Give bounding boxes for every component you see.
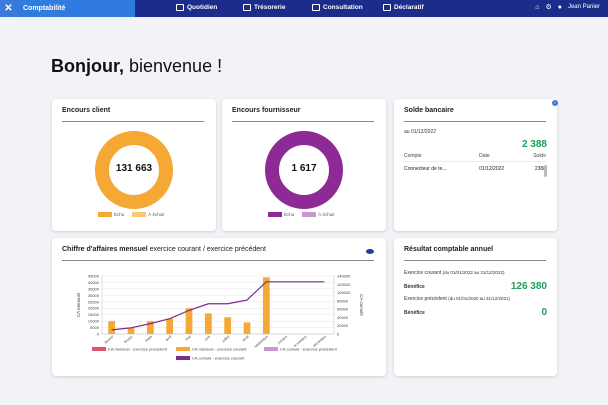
x-tick-label: février xyxy=(123,334,134,344)
x-tick-label: août xyxy=(242,335,250,343)
money-icon xyxy=(243,4,251,11)
card-encours-client: Encours client 131 663 Échu À échoir xyxy=(52,99,216,231)
y2-tick-label: 0 xyxy=(337,332,340,337)
card-chart: Chiffre d'affaires mensuel exercice cour… xyxy=(52,238,386,376)
y-tick-label: 40000 xyxy=(88,280,100,285)
card-title: Résultat comptable annuel xyxy=(404,246,494,253)
card-encours-fournisseur: Encours fournisseur 1 617 Échu À échoir xyxy=(222,99,386,231)
card-resultat: Résultat comptable annuel Exercice coura… xyxy=(394,238,557,376)
y-tick-label: 10000 xyxy=(88,319,100,324)
x-tick-label: juin xyxy=(203,335,211,342)
user-name[interactable]: Jean Panier xyxy=(567,4,600,10)
legend-label: CA cumulé - exercice précédent xyxy=(280,347,338,352)
gear-icon[interactable]: ⚙ xyxy=(545,4,552,11)
nav-declaratif[interactable]: Déclaratif xyxy=(383,4,424,11)
y2-tick-label: 60000 xyxy=(337,307,349,312)
current-kind: Bénéfice xyxy=(404,284,425,290)
donut-ring xyxy=(95,131,173,209)
x-tick-label: avril xyxy=(165,335,173,342)
app-logo-icon[interactable]: ✕ xyxy=(0,0,17,17)
top-bar: ✕ Comptabilité Quotidien Trésorerie Cons… xyxy=(0,0,608,17)
chart-title: Chiffre d'affaires mensuel exercice cour… xyxy=(62,246,266,253)
nav-quotidien[interactable]: Quotidien xyxy=(176,4,217,11)
bank-table: Compte Date Solde Connecteur de te... 01… xyxy=(404,151,546,176)
series-line-cumul xyxy=(111,281,325,331)
home-icon[interactable]: ⌂ xyxy=(535,3,540,11)
bar xyxy=(204,313,212,334)
prev-kind: Bénéfice xyxy=(404,310,425,316)
bar xyxy=(127,327,135,334)
calendar-icon xyxy=(176,4,184,11)
legend-swatch xyxy=(92,347,106,351)
y2-tick-label: 120000 xyxy=(337,282,351,287)
folder-icon xyxy=(312,4,320,11)
solde-total: 2 388 xyxy=(521,139,547,150)
y-tick-label: 35000 xyxy=(88,286,100,291)
legend-swatch xyxy=(176,347,190,351)
bar xyxy=(166,318,174,334)
monthly-revenue-chart: 0500010000150002000025000300003500040000… xyxy=(76,274,364,361)
current-value: 126 380 xyxy=(510,281,547,292)
x-tick-label: juillet xyxy=(221,335,231,344)
bar xyxy=(262,277,270,334)
card-solde-bancaire: Solde bancaire i au 01/12/2022 2 388 Com… xyxy=(394,99,558,231)
eye-icon[interactable] xyxy=(366,249,374,254)
table-scrollbar[interactable] xyxy=(544,165,547,177)
card-title: Solde bancaire xyxy=(404,107,454,114)
x-tick-label: septembre xyxy=(253,335,269,349)
info-icon[interactable]: i xyxy=(552,100,558,106)
bar xyxy=(108,321,116,334)
card-title: Encours client xyxy=(62,107,111,114)
legend: Échu À échoir xyxy=(98,212,165,218)
bar xyxy=(185,308,193,334)
legend-label: CA mensuel - exercice précédent xyxy=(108,347,168,352)
table-row[interactable]: Connecteur de te... 01/12/2022 2388 xyxy=(404,161,546,176)
y2-tick-label: 40000 xyxy=(337,315,349,320)
solde-date: au 01/12/2022 xyxy=(404,129,436,135)
legend: Échu À échoir xyxy=(268,212,335,218)
donut-value: 1 617 xyxy=(291,163,317,174)
y2-tick-label: 80000 xyxy=(337,298,349,303)
nav-tresorerie[interactable]: Trésorerie xyxy=(243,4,285,11)
app-name[interactable]: Comptabilité xyxy=(17,0,135,17)
y-tick-label: 20000 xyxy=(88,306,100,311)
donut-ring xyxy=(265,131,343,209)
y2-tick-label: 20000 xyxy=(337,323,349,328)
document-icon xyxy=(383,4,391,11)
y-tick-label: 45000 xyxy=(88,274,100,279)
y2-tick-label: 140000 xyxy=(337,274,351,279)
y2-tick-label: 100000 xyxy=(337,290,351,295)
donut-chart-client xyxy=(95,131,173,209)
x-tick-label: mai xyxy=(185,335,192,342)
y-tick-label: 25000 xyxy=(88,299,100,304)
x-tick-label: janvier xyxy=(103,334,115,345)
y-axis-label: CA mensuel xyxy=(76,293,81,317)
y-tick-label: 5000 xyxy=(90,325,100,330)
y-tick-label: 0 xyxy=(97,332,100,337)
donut-value: 131 663 xyxy=(115,163,153,174)
bar xyxy=(224,317,232,334)
user-icon[interactable]: ● xyxy=(557,3,562,11)
exercice-courant: Exercice courant (du 01/01/2022 au 31/12… xyxy=(404,270,505,276)
legend-swatch xyxy=(176,356,190,360)
prev-value: 0 xyxy=(541,307,547,318)
y2-axis-label: CA cumulé xyxy=(359,294,364,316)
y-tick-label: 30000 xyxy=(88,293,100,298)
donut-chart-fournisseur xyxy=(265,131,343,209)
bar xyxy=(243,322,251,334)
exercice-precedent: Exercice précédent (du 01/01/2020 au 31/… xyxy=(404,296,511,302)
x-tick-label: mars xyxy=(144,335,153,343)
y-tick-label: 15000 xyxy=(88,312,100,317)
x-tick-label: octobre xyxy=(277,335,289,346)
legend-label: CA mensuel - exercice courant xyxy=(192,347,247,352)
legend-swatch xyxy=(264,347,278,351)
page-title: Bonjour, bienvenue ! xyxy=(51,56,223,76)
nav-consultation[interactable]: Consultation xyxy=(312,4,363,11)
bar xyxy=(146,321,154,334)
legend-label: CA cumulé - exercice courant xyxy=(192,356,245,361)
card-title: Encours fournisseur xyxy=(232,107,301,114)
